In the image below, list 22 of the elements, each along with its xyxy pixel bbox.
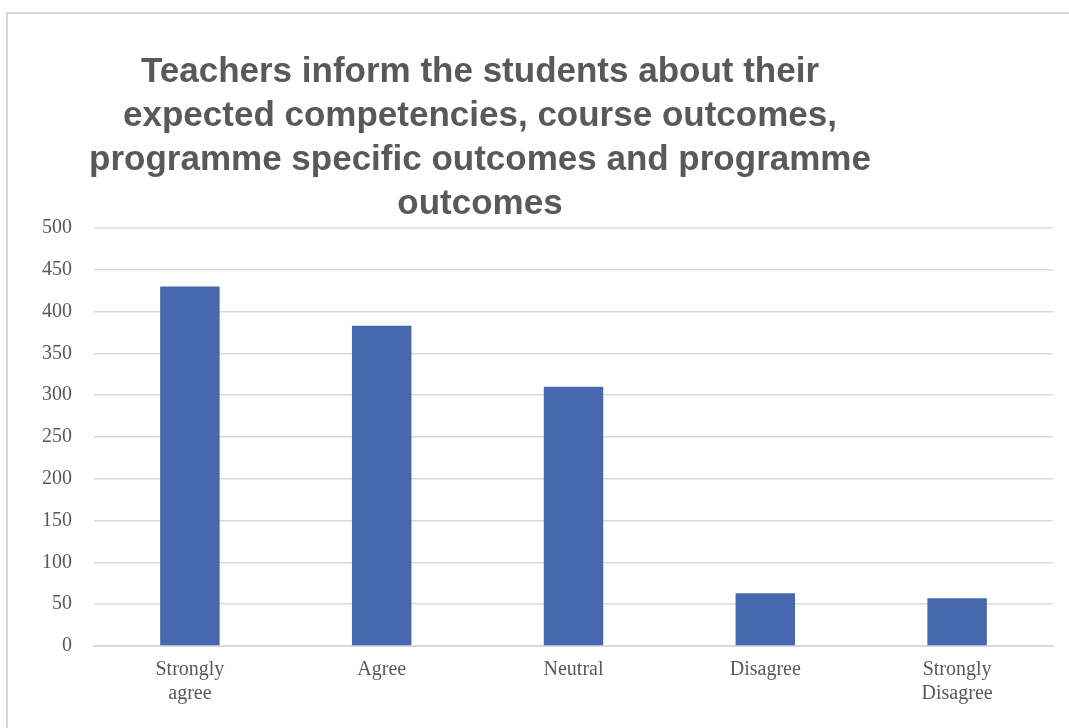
bar: [351, 325, 412, 646]
y-tick-label: 400: [42, 298, 72, 321]
chart-title: Teachers inform the students about their expected competencies, course outcomes, programme specific outcomes and programme outcomes: [89, 50, 871, 221]
y-tick-label: 500: [42, 215, 72, 238]
y-tick-label: 250: [42, 424, 72, 447]
y-tick-label: 50: [52, 591, 72, 614]
y-tick-label: 100: [42, 549, 72, 572]
x-tick-label: Disagree: [729, 657, 801, 681]
y-tick-label: 150: [42, 507, 72, 530]
y-tick-label: 200: [42, 466, 72, 489]
y-tick-label: 0: [62, 633, 72, 656]
bar: [160, 286, 220, 646]
bar: [927, 598, 987, 646]
x-tick-label: Neutral: [543, 657, 604, 680]
x-tick-label: Strongly agree: [155, 657, 225, 705]
bar: [543, 386, 604, 646]
y-tick-label: 350: [42, 340, 72, 363]
y-tick-label: 450: [42, 257, 72, 280]
y-tick-label: 300: [42, 382, 72, 405]
x-tick-label: Strongly Disagree: [921, 657, 993, 705]
bar: [735, 593, 796, 646]
x-tick-label: Agree: [357, 657, 407, 681]
